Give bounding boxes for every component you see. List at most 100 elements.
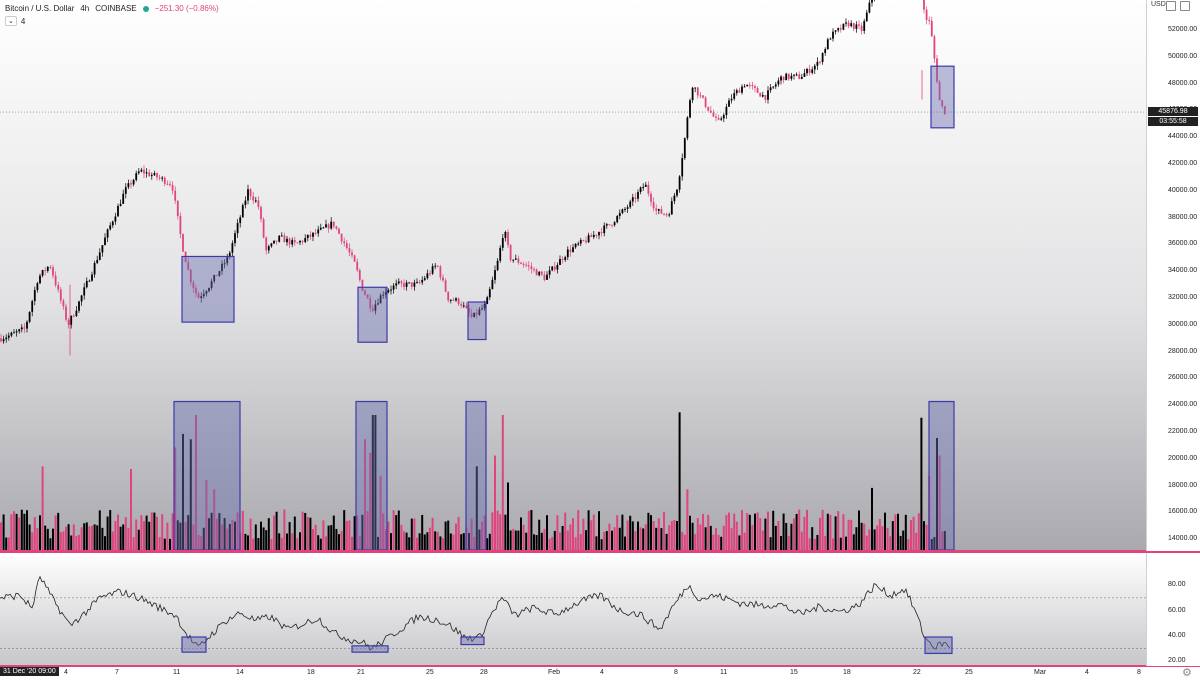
candle xyxy=(171,181,174,195)
volume-bar xyxy=(317,535,320,550)
candle xyxy=(319,223,322,231)
candle xyxy=(540,270,543,276)
candle xyxy=(0,333,2,343)
interval-label[interactable]: 4h xyxy=(80,4,90,13)
volume-bar xyxy=(23,513,26,550)
volume-highlight-box[interactable] xyxy=(355,400,388,551)
chevron-down-icon[interactable]: ⌄ xyxy=(5,16,17,26)
volume-bar xyxy=(67,524,70,550)
candle xyxy=(868,0,871,14)
price-axis[interactable] xyxy=(1146,0,1200,551)
candle xyxy=(452,297,455,301)
candle xyxy=(267,244,270,254)
candle xyxy=(442,274,444,283)
candle xyxy=(291,237,294,248)
rsi-tick-label: 80.00 xyxy=(1168,581,1186,589)
currency-label[interactable]: USD xyxy=(1151,1,1166,8)
indicator-legend[interactable]: ⌄ 4 xyxy=(5,16,25,26)
volume-highlight-box[interactable] xyxy=(928,400,955,551)
time-tick-label: 11 xyxy=(720,669,728,676)
chart-options-icon[interactable] xyxy=(1180,1,1190,11)
candle xyxy=(457,297,460,307)
volume-bar xyxy=(278,533,281,550)
candle xyxy=(41,269,44,278)
candle xyxy=(18,328,21,334)
volume-bar xyxy=(652,521,655,550)
candle xyxy=(473,312,476,318)
rsi-highlight-box[interactable] xyxy=(460,636,485,646)
volume-bar xyxy=(509,530,512,550)
rsi-line xyxy=(0,575,951,651)
volume-bar xyxy=(301,511,304,550)
volume-bar xyxy=(712,534,715,550)
volume-bar xyxy=(891,521,894,550)
candle xyxy=(517,255,520,265)
volume-bar xyxy=(592,514,595,550)
time-axis[interactable] xyxy=(0,667,1200,681)
volume-bar xyxy=(878,518,881,550)
volume-bar xyxy=(169,538,171,550)
rsi-highlight-box[interactable] xyxy=(924,636,953,655)
candle xyxy=(832,28,834,42)
volume-bar xyxy=(811,527,814,550)
rsi-axis[interactable] xyxy=(1146,553,1200,666)
candlestick-chart[interactable] xyxy=(0,0,1146,551)
volume-bar xyxy=(884,512,886,550)
candle xyxy=(611,224,613,228)
candle xyxy=(390,285,392,295)
candle xyxy=(418,279,421,285)
time-tick-label: 8 xyxy=(674,669,678,676)
volume-bar xyxy=(613,527,616,550)
candle xyxy=(236,219,239,238)
price-tick-label: 50000.00 xyxy=(1168,52,1198,60)
volume-highlight-box[interactable] xyxy=(173,400,241,551)
volume-bar xyxy=(473,536,476,550)
symbol-legend[interactable]: Bitcoin / U.S. Dollar 4h COINBASE −251.3… xyxy=(5,4,219,13)
candle xyxy=(842,23,845,31)
candle xyxy=(795,72,798,77)
candle xyxy=(379,293,382,304)
volume-bar xyxy=(777,521,780,550)
rsi-chart[interactable] xyxy=(0,553,1146,666)
highlight-box[interactable] xyxy=(930,65,955,129)
volume-bar xyxy=(759,518,762,550)
candle xyxy=(436,264,439,268)
candle xyxy=(231,240,234,257)
candle xyxy=(933,34,936,63)
pane-separator[interactable] xyxy=(0,550,1200,553)
volume-bar xyxy=(291,533,294,550)
candle xyxy=(777,77,780,87)
candle xyxy=(174,186,177,204)
volume-bar xyxy=(577,510,580,550)
rsi-pane[interactable] xyxy=(0,553,1146,666)
volume-bar xyxy=(865,535,868,550)
volume-bar xyxy=(340,531,343,550)
highlight-box[interactable] xyxy=(181,255,235,323)
candle xyxy=(670,197,673,215)
candle xyxy=(468,304,470,318)
gear-icon[interactable]: ⚙ xyxy=(1182,667,1192,679)
volume-bar xyxy=(49,538,52,550)
rsi-highlight-box[interactable] xyxy=(181,636,207,653)
volume-bar xyxy=(374,415,377,550)
candle xyxy=(874,0,875,2)
highlight-box[interactable] xyxy=(467,301,487,341)
volume-bar xyxy=(262,527,265,550)
candle xyxy=(83,283,86,300)
candle xyxy=(278,234,281,243)
volume-bar xyxy=(293,516,296,550)
volume-bar xyxy=(228,523,231,550)
volume-bar xyxy=(933,537,936,550)
volume-bar xyxy=(265,530,268,550)
candle xyxy=(816,57,819,70)
volume-highlight-box[interactable] xyxy=(465,400,487,551)
highlight-box[interactable] xyxy=(357,286,388,343)
candle xyxy=(559,255,561,265)
volume-bar xyxy=(104,536,106,550)
candle xyxy=(824,47,827,56)
rsi-highlight-box[interactable] xyxy=(351,645,389,653)
volume-bar xyxy=(917,513,920,550)
candle xyxy=(124,183,127,199)
alert-clock-icon[interactable] xyxy=(1166,1,1176,11)
volume-bar xyxy=(145,515,148,550)
